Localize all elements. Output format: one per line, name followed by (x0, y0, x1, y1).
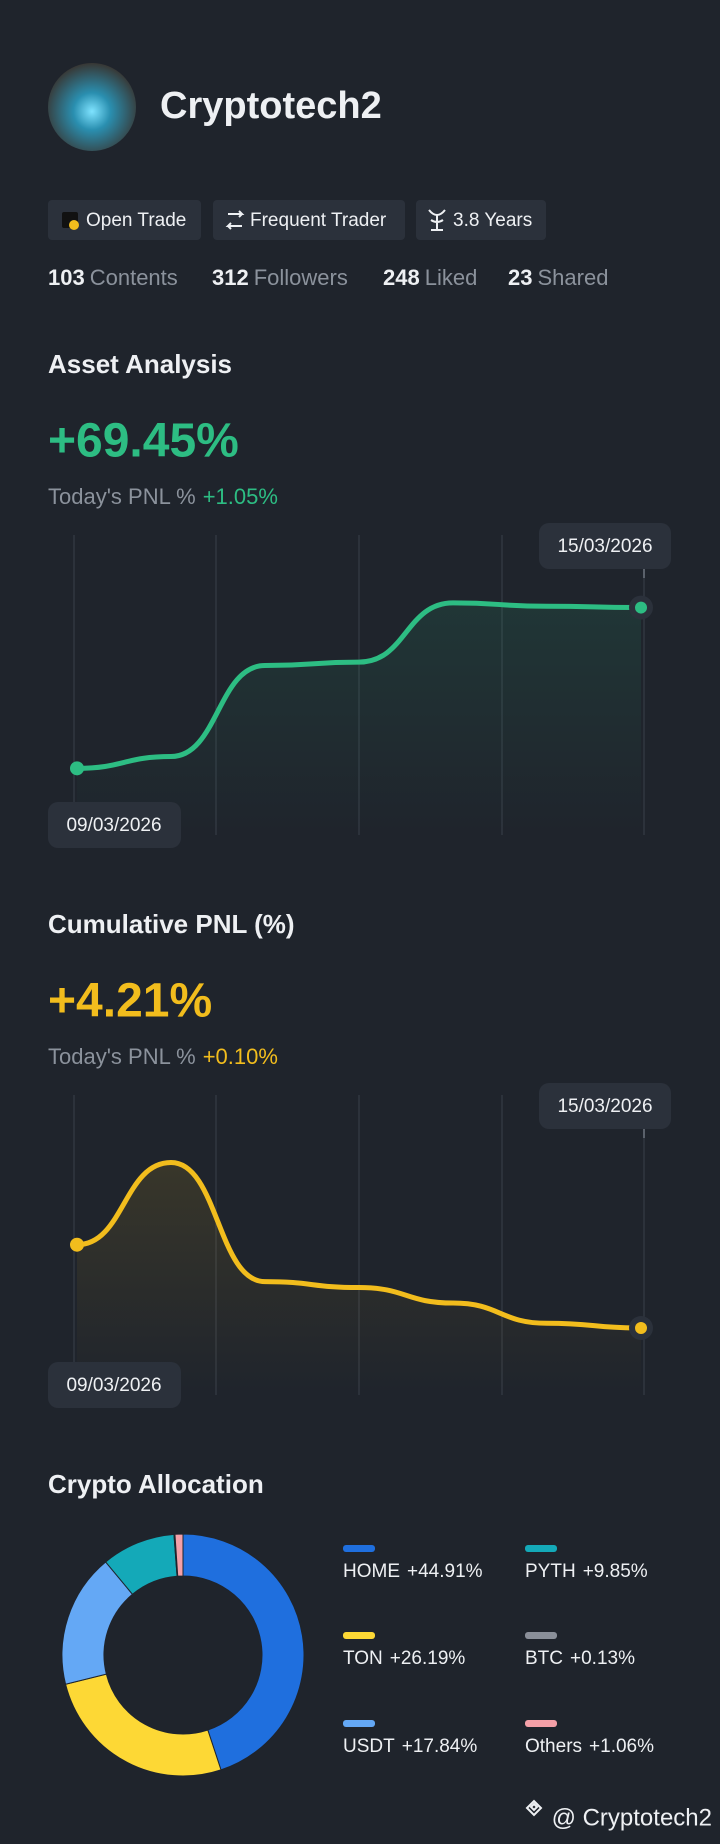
end-date: 15/03/2026 (557, 1096, 652, 1117)
donut-segment (64, 1673, 222, 1777)
stat-label: Liked (425, 265, 478, 290)
tag-label: Frequent Trader (250, 210, 387, 231)
watermark: @ Cryptotech2 (525, 1799, 712, 1831)
stat-label: Followers (254, 265, 348, 290)
legend-name: BTC (525, 1648, 563, 1669)
avatar[interactable] (48, 63, 136, 151)
pnl-line: Today's PNL % +1.05% (48, 484, 278, 509)
legend-value: +0.13% (570, 1648, 635, 1669)
pnl-value: +1.05% (203, 484, 278, 509)
start-point (70, 1237, 84, 1252)
legend-name: HOME (343, 1561, 400, 1582)
legend-swatch (525, 1545, 557, 1552)
legend-swatch (343, 1632, 375, 1639)
legend-name: Others (525, 1736, 582, 1757)
user-name: Cryptotech2 (160, 85, 382, 127)
legend-value: +44.91% (407, 1561, 483, 1582)
donut-segment (182, 1533, 305, 1771)
tag: Open Trade (48, 200, 201, 240)
section-title: Crypto Allocation (48, 1469, 264, 1499)
legend-entry: PYTH +9.85% (525, 1561, 648, 1582)
legend-value: +26.19% (390, 1648, 466, 1669)
date-tooltip (539, 1083, 671, 1129)
tag-label: Open Trade (86, 210, 186, 231)
stat: 312 Followers (212, 265, 348, 290)
date-tooltip (539, 523, 671, 569)
tag: 3.8 Years (416, 200, 546, 240)
end-point (635, 601, 647, 614)
legend-swatch (525, 1632, 557, 1639)
tag-label: 3.8 Years (453, 210, 532, 231)
legend-value: +1.06% (589, 1736, 654, 1757)
legend-name: USDT (343, 1736, 395, 1757)
legend-value: +9.85% (583, 1561, 648, 1582)
tag: Frequent Trader (213, 200, 405, 240)
legend-entry: HOME +44.91% (343, 1561, 483, 1582)
pnl-line: Today's PNL % +0.10% (48, 1044, 278, 1069)
pnl-label: Today's PNL % (48, 484, 196, 509)
section-title: Cumulative PNL (%) (48, 909, 295, 939)
line-area (77, 1162, 641, 1395)
donut-segment (174, 1533, 184, 1577)
legend-entry: Others +1.06% (525, 1736, 654, 1757)
stat-value: 248 (383, 265, 420, 290)
stat: 23 Shared (508, 265, 608, 290)
line-area (77, 602, 641, 835)
stat-value: 23 (508, 265, 532, 290)
legend-swatch (525, 1720, 557, 1727)
start-date: 09/03/2026 (66, 1375, 161, 1396)
pnl-label: Today's PNL % (48, 1044, 196, 1069)
headline-value: +69.45% (48, 415, 239, 468)
date-tooltip (48, 1362, 181, 1408)
stat-value: 103 (48, 265, 85, 290)
line (74, 600, 644, 771)
date-tooltip (48, 802, 181, 848)
stat-label: Contents (90, 265, 178, 290)
line (74, 1160, 644, 1331)
watermark-text: @ Cryptotech2 (552, 1804, 712, 1831)
section-title: Asset Analysis (48, 349, 232, 379)
stat-label: Shared (537, 265, 608, 290)
start-point (70, 761, 84, 776)
start-date: 09/03/2026 (66, 815, 161, 836)
end-point (635, 1322, 647, 1335)
legend-value: +17.84% (402, 1736, 478, 1757)
legend-name: TON (343, 1648, 383, 1669)
legend-swatch (343, 1545, 375, 1552)
headline-value: +4.21% (48, 975, 212, 1028)
end-date: 15/03/2026 (557, 536, 652, 557)
stat: 103 Contents (48, 265, 178, 290)
stat: 248 Liked (383, 265, 477, 290)
legend-entry: BTC +0.13% (525, 1648, 635, 1669)
legend-name: PYTH (525, 1561, 576, 1582)
stat-value: 312 (212, 265, 249, 290)
legend-entry: TON +26.19% (343, 1648, 465, 1669)
legend-swatch (343, 1720, 375, 1727)
pnl-value: +0.10% (203, 1044, 278, 1069)
legend-entry: USDT +17.84% (343, 1736, 477, 1757)
